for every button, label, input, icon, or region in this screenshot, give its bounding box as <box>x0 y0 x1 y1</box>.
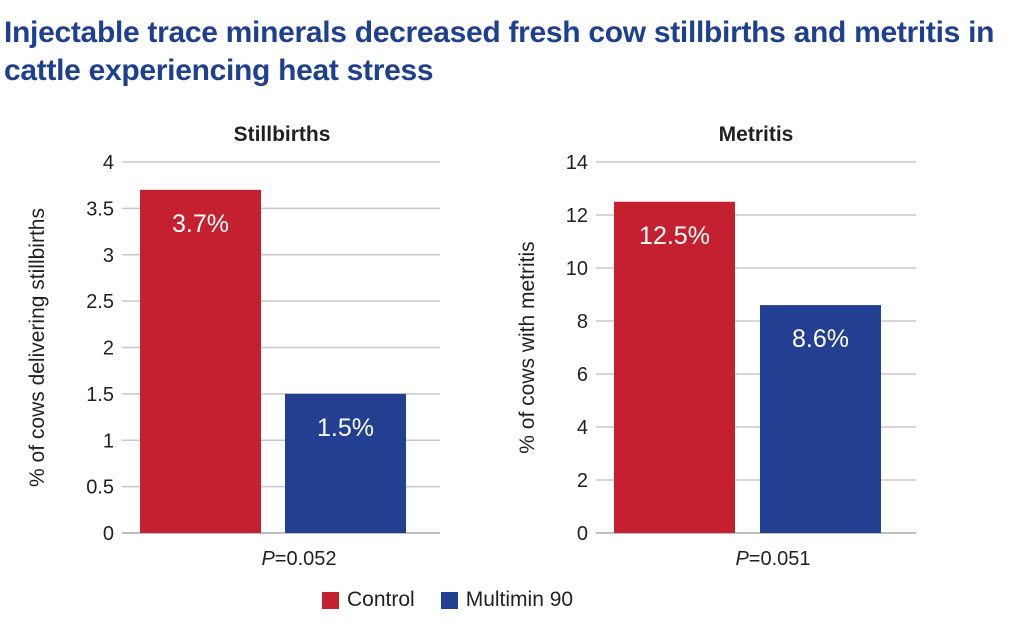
page-title: Injectable trace minerals decreased fres… <box>4 16 995 87</box>
metritis-y-tick-label: 8 <box>577 311 588 333</box>
metritis-data-label-control: 12.5% <box>639 222 710 250</box>
metritis-data-label-multimin-90: 8.6% <box>792 325 849 353</box>
stillbirths-data-label-multimin-90: 1.5% <box>317 414 374 442</box>
metritis-y-tick-label: 4 <box>577 417 588 439</box>
metritis-bar-control <box>614 201 735 533</box>
stillbirths-y-tick-label: 4 <box>103 152 114 174</box>
metritis-chart-title: Metritis <box>719 123 794 146</box>
stillbirths-p-number: =0.052 <box>275 548 337 570</box>
metritis-y-tick-label: 10 <box>566 258 588 280</box>
stillbirths-y-axis-label: % of cows delivering stillbirths <box>26 208 49 487</box>
metritis-y-tick-label: 0 <box>577 523 588 545</box>
stillbirths-y-tick-label: 2.5 <box>86 291 114 313</box>
legend-swatch-control <box>322 591 339 609</box>
metritis-bar-multimin-90 <box>760 305 881 533</box>
legend-item-multimin: Multimin 90 <box>440 588 574 612</box>
metritis-p-symbol: P <box>735 548 749 570</box>
stillbirths-p-value: P=0.052 <box>261 548 336 570</box>
stillbirths-data-label-control: 3.7% <box>172 210 229 238</box>
legend: Control Multimin 90 <box>322 586 599 614</box>
metritis-y-tick-label: 2 <box>577 470 588 492</box>
stillbirths-y-tick-label: 0.5 <box>86 477 114 499</box>
stillbirths-y-tick-label: 1 <box>103 430 114 452</box>
stillbirths-y-tick-label: 3.5 <box>86 198 114 220</box>
legend-item-control: Control <box>322 588 415 612</box>
metritis-p-number: =0.051 <box>749 548 811 570</box>
stillbirths-y-tick-label: 0 <box>103 523 114 545</box>
stillbirths-p-symbol: P <box>261 548 275 570</box>
metritis-p-value: P=0.051 <box>735 548 810 570</box>
metritis-y-tick-label: 6 <box>577 364 588 386</box>
legend-swatch-multimin <box>440 591 458 609</box>
stillbirths-y-tick-label: 2 <box>103 338 114 360</box>
charts-area: Stillbirths 0 0.5 1 1.5 2 2.5 3 3.5 4 % of cows de… <box>26 123 916 570</box>
metritis-y-tick-label: 12 <box>566 205 588 227</box>
legend-label-multimin: Multimin 90 <box>465 588 574 611</box>
stillbirths-y-tick-label: 3 <box>103 245 114 267</box>
legend-label-control: Control <box>347 588 415 611</box>
stillbirths-y-tick-label: 1.5 <box>86 384 114 406</box>
metritis-y-axis-label: % of cows with metritis <box>516 241 539 453</box>
metritis-y-tick-label: 14 <box>566 152 588 174</box>
stillbirths-bar-control <box>140 189 261 533</box>
stillbirths-bar-multimin-90 <box>285 393 406 533</box>
stillbirths-chart-title: Stillbirths <box>234 123 331 146</box>
